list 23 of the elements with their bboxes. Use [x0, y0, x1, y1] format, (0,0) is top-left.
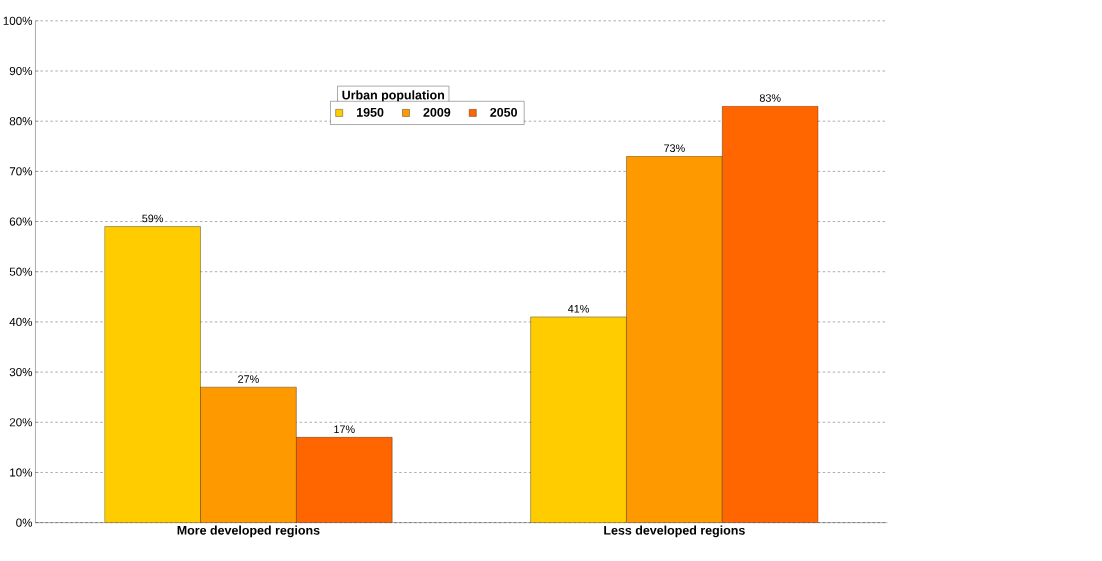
legend-title: Urban population: [342, 90, 445, 102]
y-tick-label: 10%: [10, 468, 33, 477]
y-tick-label: 90%: [9, 66, 33, 76]
data-label: 59%: [142, 214, 164, 223]
legend-label: 1950: [357, 107, 384, 117]
data-label: 83%: [759, 94, 781, 102]
data-label: 27%: [238, 375, 259, 383]
y-tick-label: 100%: [3, 16, 33, 25]
y-tick-label: 50%: [9, 267, 33, 276]
x-tick-label: More developed regions: [177, 525, 320, 538]
data-label: 73%: [664, 144, 685, 152]
y-tick-label: 0%: [16, 518, 33, 527]
y-tick-label: 30%: [9, 367, 33, 377]
legend-label: 2050: [490, 107, 517, 117]
y-tick-label: 70%: [9, 167, 33, 176]
legend-label: 2009: [423, 107, 451, 117]
data-label: 17%: [334, 425, 355, 433]
y-tick-label: 40%: [9, 317, 33, 327]
y-tick-label: 60%: [9, 217, 33, 226]
y-tick-label: 20%: [9, 418, 33, 427]
data-label: 41%: [567, 305, 589, 313]
x-tick-label: Less developed regions: [604, 525, 745, 538]
y-tick-label: 80%: [9, 117, 33, 126]
